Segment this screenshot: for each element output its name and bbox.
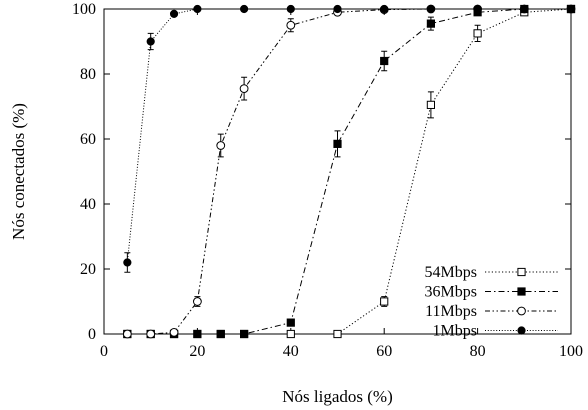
- data-point: [473, 4, 482, 14]
- legend-marker: [517, 326, 526, 335]
- legend-label: 36Mbps: [425, 284, 477, 301]
- y-tick-label: 60: [80, 131, 96, 148]
- legend-label: 54Mbps: [425, 264, 477, 281]
- data-point: [426, 100, 435, 109]
- data-point: [333, 139, 342, 148]
- data-point: [286, 329, 295, 339]
- data-point: [239, 84, 249, 94]
- data-point: [240, 4, 249, 14]
- data-point: [216, 329, 225, 339]
- y-tick-label: 40: [80, 196, 96, 213]
- data-point: [169, 327, 179, 337]
- data-point: [380, 297, 389, 306]
- data-point: [286, 20, 296, 30]
- data-point: [520, 4, 529, 14]
- legend-label: 1Mbps: [433, 323, 477, 340]
- legend-entry: 54Mbps: [425, 264, 558, 281]
- legend-entry: 11Mbps: [425, 303, 558, 320]
- legend-entry: 1Mbps: [433, 323, 558, 340]
- data-point: [473, 29, 482, 38]
- x-tick-label: 80: [470, 343, 486, 360]
- data-point: [380, 56, 389, 66]
- data-point: [426, 19, 435, 28]
- legend-marker: [517, 267, 526, 277]
- series-line: [126, 8, 571, 263]
- data-point: [286, 4, 295, 14]
- x-tick-label: 0: [100, 343, 108, 360]
- x-tick-label: 60: [376, 343, 392, 360]
- data-point: [380, 4, 389, 14]
- legend-marker: [517, 287, 526, 296]
- data-point: [123, 258, 132, 267]
- data-point: [333, 4, 342, 14]
- series-layer: [122, 4, 576, 339]
- data-point: [122, 329, 132, 339]
- data-point: [146, 37, 155, 46]
- data-point: [426, 4, 435, 14]
- data-point: [333, 329, 342, 339]
- data-point: [216, 141, 226, 150]
- data-point: [240, 329, 249, 339]
- y-tick-label: 100: [72, 1, 96, 18]
- x-tick-label: 100: [559, 343, 583, 360]
- legend-entry: 36Mbps: [425, 284, 558, 301]
- data-point: [286, 318, 295, 327]
- data-point: [193, 4, 202, 14]
- x-tick-label: 40: [283, 343, 299, 360]
- y-tick-label: 20: [80, 261, 96, 278]
- legend: 54Mbps 36Mbps 11Mbps 1Mbps: [425, 264, 558, 340]
- y-tick-label: 0: [88, 326, 96, 343]
- data-point: [193, 329, 202, 339]
- legend-marker: [517, 306, 526, 316]
- series-1Mbps: [123, 4, 576, 273]
- x-tick-label: 20: [189, 343, 205, 360]
- y-tick-label: 80: [80, 66, 96, 83]
- data-point: [169, 9, 179, 18]
- x-axis-label: Nós ligados (%): [282, 387, 392, 406]
- series-11Mbps: [122, 4, 576, 339]
- y-axis-label: Nós conectados (%): [9, 103, 28, 240]
- data-point: [193, 297, 202, 306]
- legend-label: 11Mbps: [425, 303, 477, 320]
- data-point: [566, 4, 576, 14]
- data-point: [146, 329, 156, 339]
